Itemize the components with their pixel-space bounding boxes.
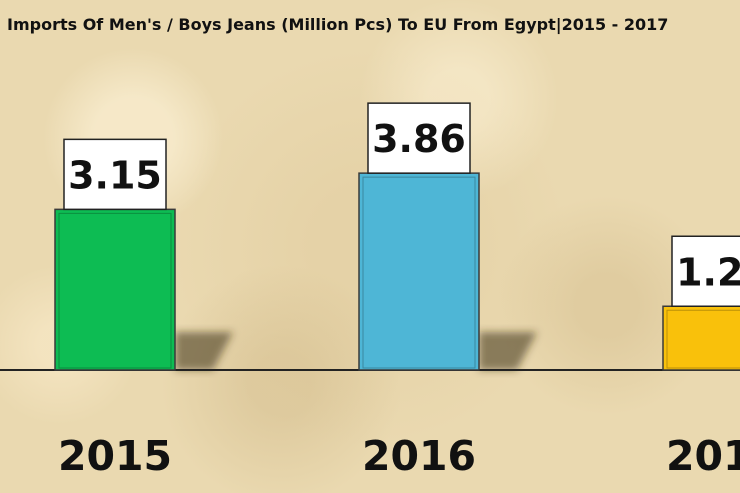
value-label: 1.25: [676, 250, 740, 294]
category-label: 2016: [362, 432, 476, 480]
category-label: 2015: [58, 432, 172, 480]
bar-shadows: [175, 332, 537, 370]
bar-2017: [662, 305, 740, 371]
value-label: 3.86: [372, 117, 466, 161]
bar-2016: [358, 172, 480, 371]
value-label-box: [367, 102, 471, 174]
chart-title: Imports Of Men's / Boys Jeans (Million P…: [7, 15, 668, 35]
bar-2015: [54, 208, 176, 371]
bar-shadow: [175, 332, 233, 370]
bar-shadow: [479, 332, 537, 370]
category-labels: 2015 2016 2017: [58, 432, 740, 480]
category-label: 2017: [666, 432, 740, 480]
bar-inner-edge: [58, 212, 172, 369]
value-labels: 3.15 3.86 1.25: [63, 102, 740, 307]
value-label-box: [671, 235, 740, 307]
bar-inner-edge: [666, 309, 740, 369]
value-label-box: [63, 138, 167, 211]
value-label: 3.15: [68, 153, 162, 197]
bars: [54, 172, 740, 371]
bar-inner-edge: [362, 176, 476, 369]
